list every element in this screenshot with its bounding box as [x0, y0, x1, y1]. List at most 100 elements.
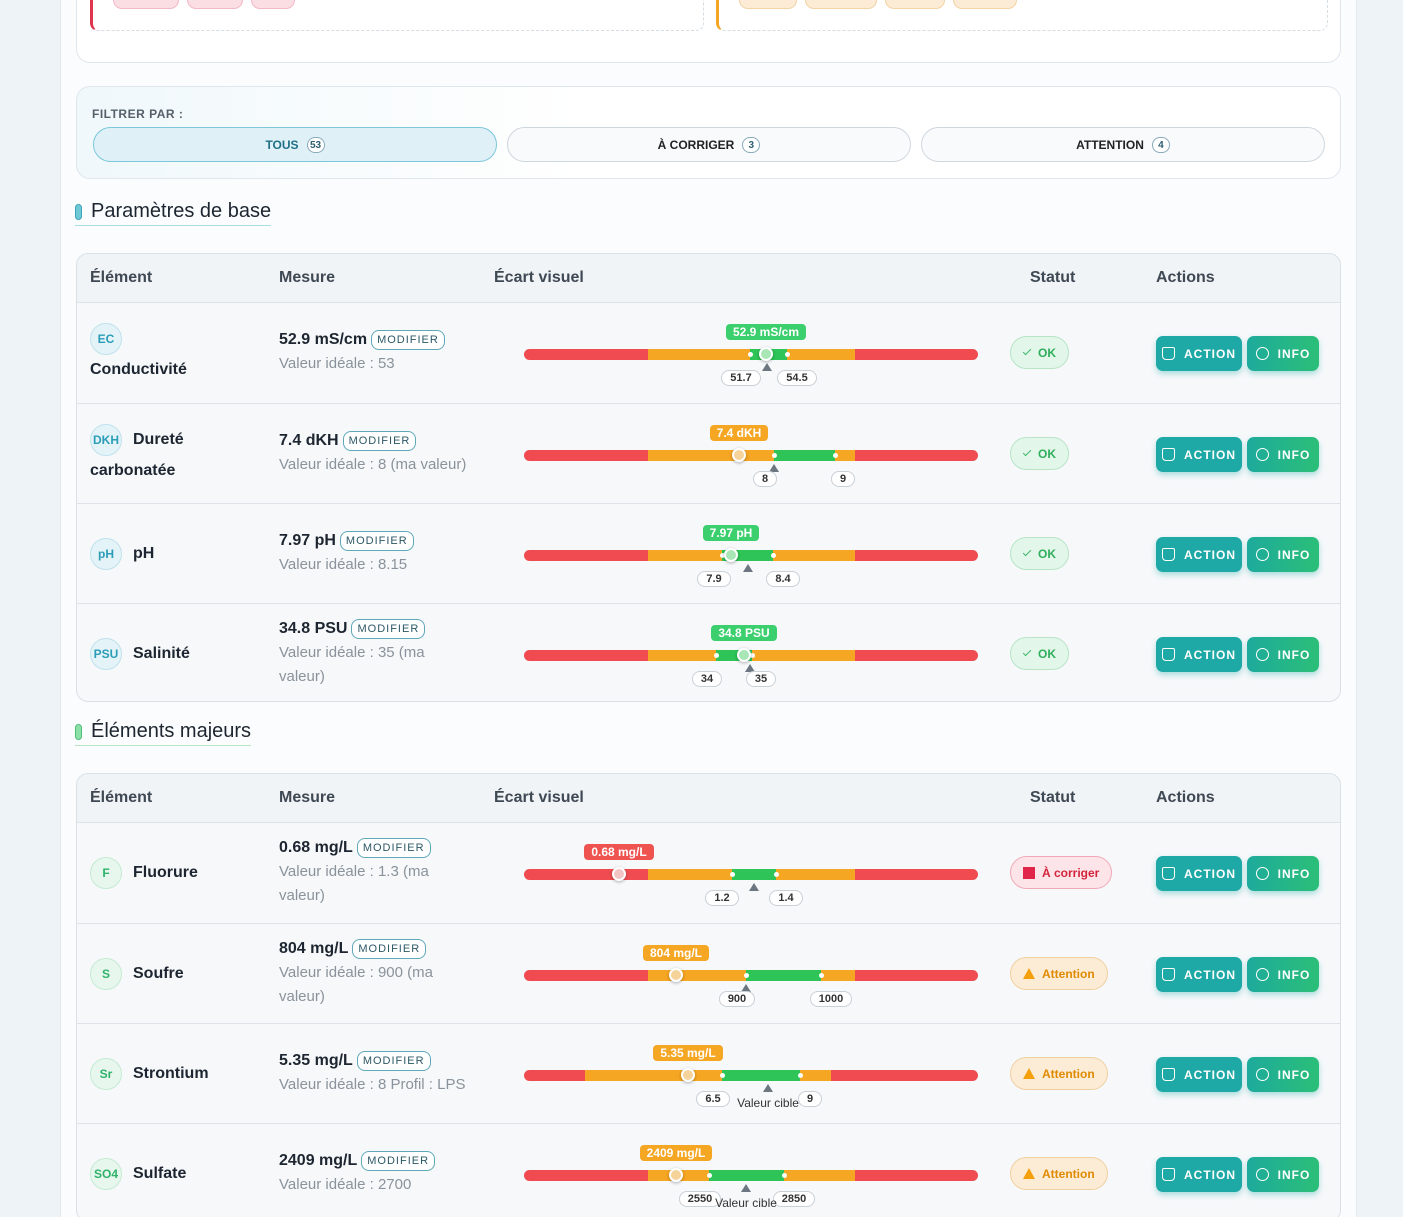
measure-line: 34.8 PSU MODIFIER — [279, 619, 469, 639]
action-label: ACTION — [1184, 547, 1236, 562]
action-button[interactable]: INFO — [1247, 437, 1319, 472]
range-value: 9 — [830, 471, 856, 487]
action-button[interactable]: ACTION — [1156, 856, 1242, 891]
alert-box — [90, 0, 704, 31]
action-button[interactable]: ACTION — [1156, 437, 1242, 472]
table-row: S Soufre 804 mg/L MODIFIER Valeur idéale : 9… — [77, 923, 1340, 1023]
action-button[interactable]: INFO — [1247, 1057, 1319, 1092]
action-button[interactable]: INFO — [1247, 1157, 1319, 1192]
action-button[interactable]: ACTION — [1156, 637, 1242, 672]
target-label: Valeur cible — [715, 1196, 777, 1210]
action-button[interactable]: INFO — [1247, 537, 1319, 572]
range-label: 2850 — [772, 1191, 816, 1207]
column-header: Mesure — [279, 269, 336, 286]
gauge-dot — [748, 352, 753, 357]
action-button[interactable]: ACTION — [1156, 1157, 1242, 1192]
filter-count: 3 — [742, 136, 761, 153]
edit-button[interactable]: MODIFIER — [371, 330, 445, 350]
action-button[interactable]: ACTION — [1156, 957, 1242, 992]
filter-count: 53 — [306, 136, 325, 153]
element-cell: F Fluorure — [90, 823, 225, 923]
action-button[interactable]: ACTION — [1156, 336, 1242, 371]
ideal-value: Valeur idéale : 8 (ma valeur) — [279, 456, 467, 473]
gauge-value-label: 0.68 mg/L — [569, 843, 669, 861]
column-header: Actions — [1156, 269, 1215, 286]
range-label: 1.2 — [700, 890, 744, 906]
edit-button[interactable]: MODIFIER — [339, 531, 414, 551]
table-row: SO4 Sulfate 2409 mg/L MODIFIER Valeur idéale… — [77, 1123, 1340, 1217]
action-label: ACTION — [1184, 447, 1236, 462]
edit-button[interactable]: MODIFIER — [352, 939, 427, 959]
edit-button[interactable]: MODIFIER — [361, 1151, 436, 1171]
range-value: 900 — [718, 991, 756, 1007]
measure-block: 34.8 PSU MODIFIER Valeur idéale : 35 (ma v… — [279, 619, 469, 689]
gauge-value: 0.68 mg/L — [584, 844, 654, 860]
gauge: 804 mg/L 900 1000 — [77, 924, 1340, 1024]
element-label: Strontium — [133, 1065, 209, 1083]
status-text: Attention — [1042, 1066, 1095, 1081]
element-label: pH — [133, 545, 155, 563]
element-cell: SO4 Sulfate — [90, 1124, 225, 1217]
element-icon: Sr — [90, 1058, 122, 1090]
table-header-bg — [77, 254, 1340, 303]
filter-button[interactable]: TOUS 53 — [93, 127, 497, 162]
measure-value: 0.68 mg/L — [279, 839, 353, 856]
column-header: Actions — [1156, 789, 1215, 806]
target-pointer — [762, 363, 772, 371]
edit-button[interactable]: MODIFIER — [342, 431, 417, 451]
gauge-dot — [774, 872, 779, 877]
gauge-value-label: 804 mg/L — [626, 944, 726, 962]
measure-value: 2409 mg/L — [279, 1152, 358, 1169]
measure-block: 0.68 mg/L MODIFIER Valeur idéale : 1.3 (ma… — [279, 838, 469, 908]
action-label: INFO — [1277, 1067, 1311, 1082]
ideal-value: Valeur idéale : 8 Profil : LPS — [279, 1076, 466, 1093]
edit-button[interactable]: MODIFIER — [351, 619, 426, 639]
gauge: 52.9 mS/cm 51.7 54.5 — [77, 303, 1340, 403]
chip — [187, 0, 243, 9]
element-cell: Sr Strontium — [90, 1024, 225, 1124]
action-button[interactable]: INFO — [1247, 856, 1319, 891]
target-pointer — [741, 1184, 751, 1192]
gauge-value: 7.4 dKH — [709, 425, 769, 441]
action-button[interactable]: INFO — [1247, 336, 1319, 371]
gauge-marker — [669, 1168, 683, 1182]
gauge: 34.8 PSU 34 35 — [77, 604, 1340, 701]
range-value: 9 — [797, 1091, 823, 1107]
element-name: DKH Dureté carbonatée — [90, 423, 225, 485]
gauge-value: 52.9 mS/cm — [725, 324, 807, 340]
action-button[interactable]: INFO — [1247, 637, 1319, 672]
table-row: Sr Strontium 5.35 mg/L MODIFIER Valeur idéal… — [77, 1023, 1340, 1123]
edit-button[interactable]: MODIFIER — [356, 838, 431, 858]
edit-button[interactable]: MODIFIER — [356, 1051, 431, 1071]
filter-button[interactable]: ATTENTION 4 — [921, 127, 1325, 162]
element-icon: EC — [90, 322, 122, 355]
action-button[interactable]: INFO — [1247, 957, 1319, 992]
range-value: 6.5 — [696, 1091, 730, 1107]
measure-line: 0.68 mg/L MODIFIER — [279, 838, 469, 858]
gauge: 2409 mg/L 2550 2850 Valeur cible — [77, 1124, 1340, 1217]
measure-block: 7.97 pH MODIFIER Valeur idéale : 8.15 — [279, 531, 469, 577]
range-label: 7.9 — [692, 571, 736, 587]
chip — [739, 0, 797, 9]
range-value: 8 — [752, 471, 778, 487]
summary-card — [76, 0, 1341, 63]
measure-block: 52.9 mS/cm MODIFIER Valeur idéale : 53 — [279, 330, 469, 376]
ideal-value: Valeur idéale : 35 (ma valeur) — [279, 644, 425, 685]
action-button[interactable]: ACTION — [1156, 537, 1242, 572]
gauge-marker — [737, 648, 751, 662]
element-label: Salinité — [133, 645, 190, 663]
gauge-marker — [612, 867, 626, 881]
gauge-bar-green — [732, 869, 776, 880]
ideal-value: Valeur idéale : 900 (ma valeur) — [279, 964, 433, 1005]
element-cell: DKH Dureté carbonatée — [90, 404, 225, 504]
gauge-dot — [772, 453, 777, 458]
action-button[interactable]: ACTION — [1156, 1057, 1242, 1092]
measure-value: 804 mg/L — [279, 940, 349, 957]
action-label: INFO — [1277, 346, 1311, 361]
info-icon — [1255, 347, 1269, 360]
filter-button[interactable]: À CORRIGER 3 — [507, 127, 911, 162]
column-header: Écart visuel — [494, 789, 584, 806]
gauge-dot — [730, 872, 735, 877]
status-text: OK — [1038, 546, 1056, 561]
measure-cell: 804 mg/L MODIFIER Valeur idéale : 900 (ma … — [279, 924, 479, 1024]
